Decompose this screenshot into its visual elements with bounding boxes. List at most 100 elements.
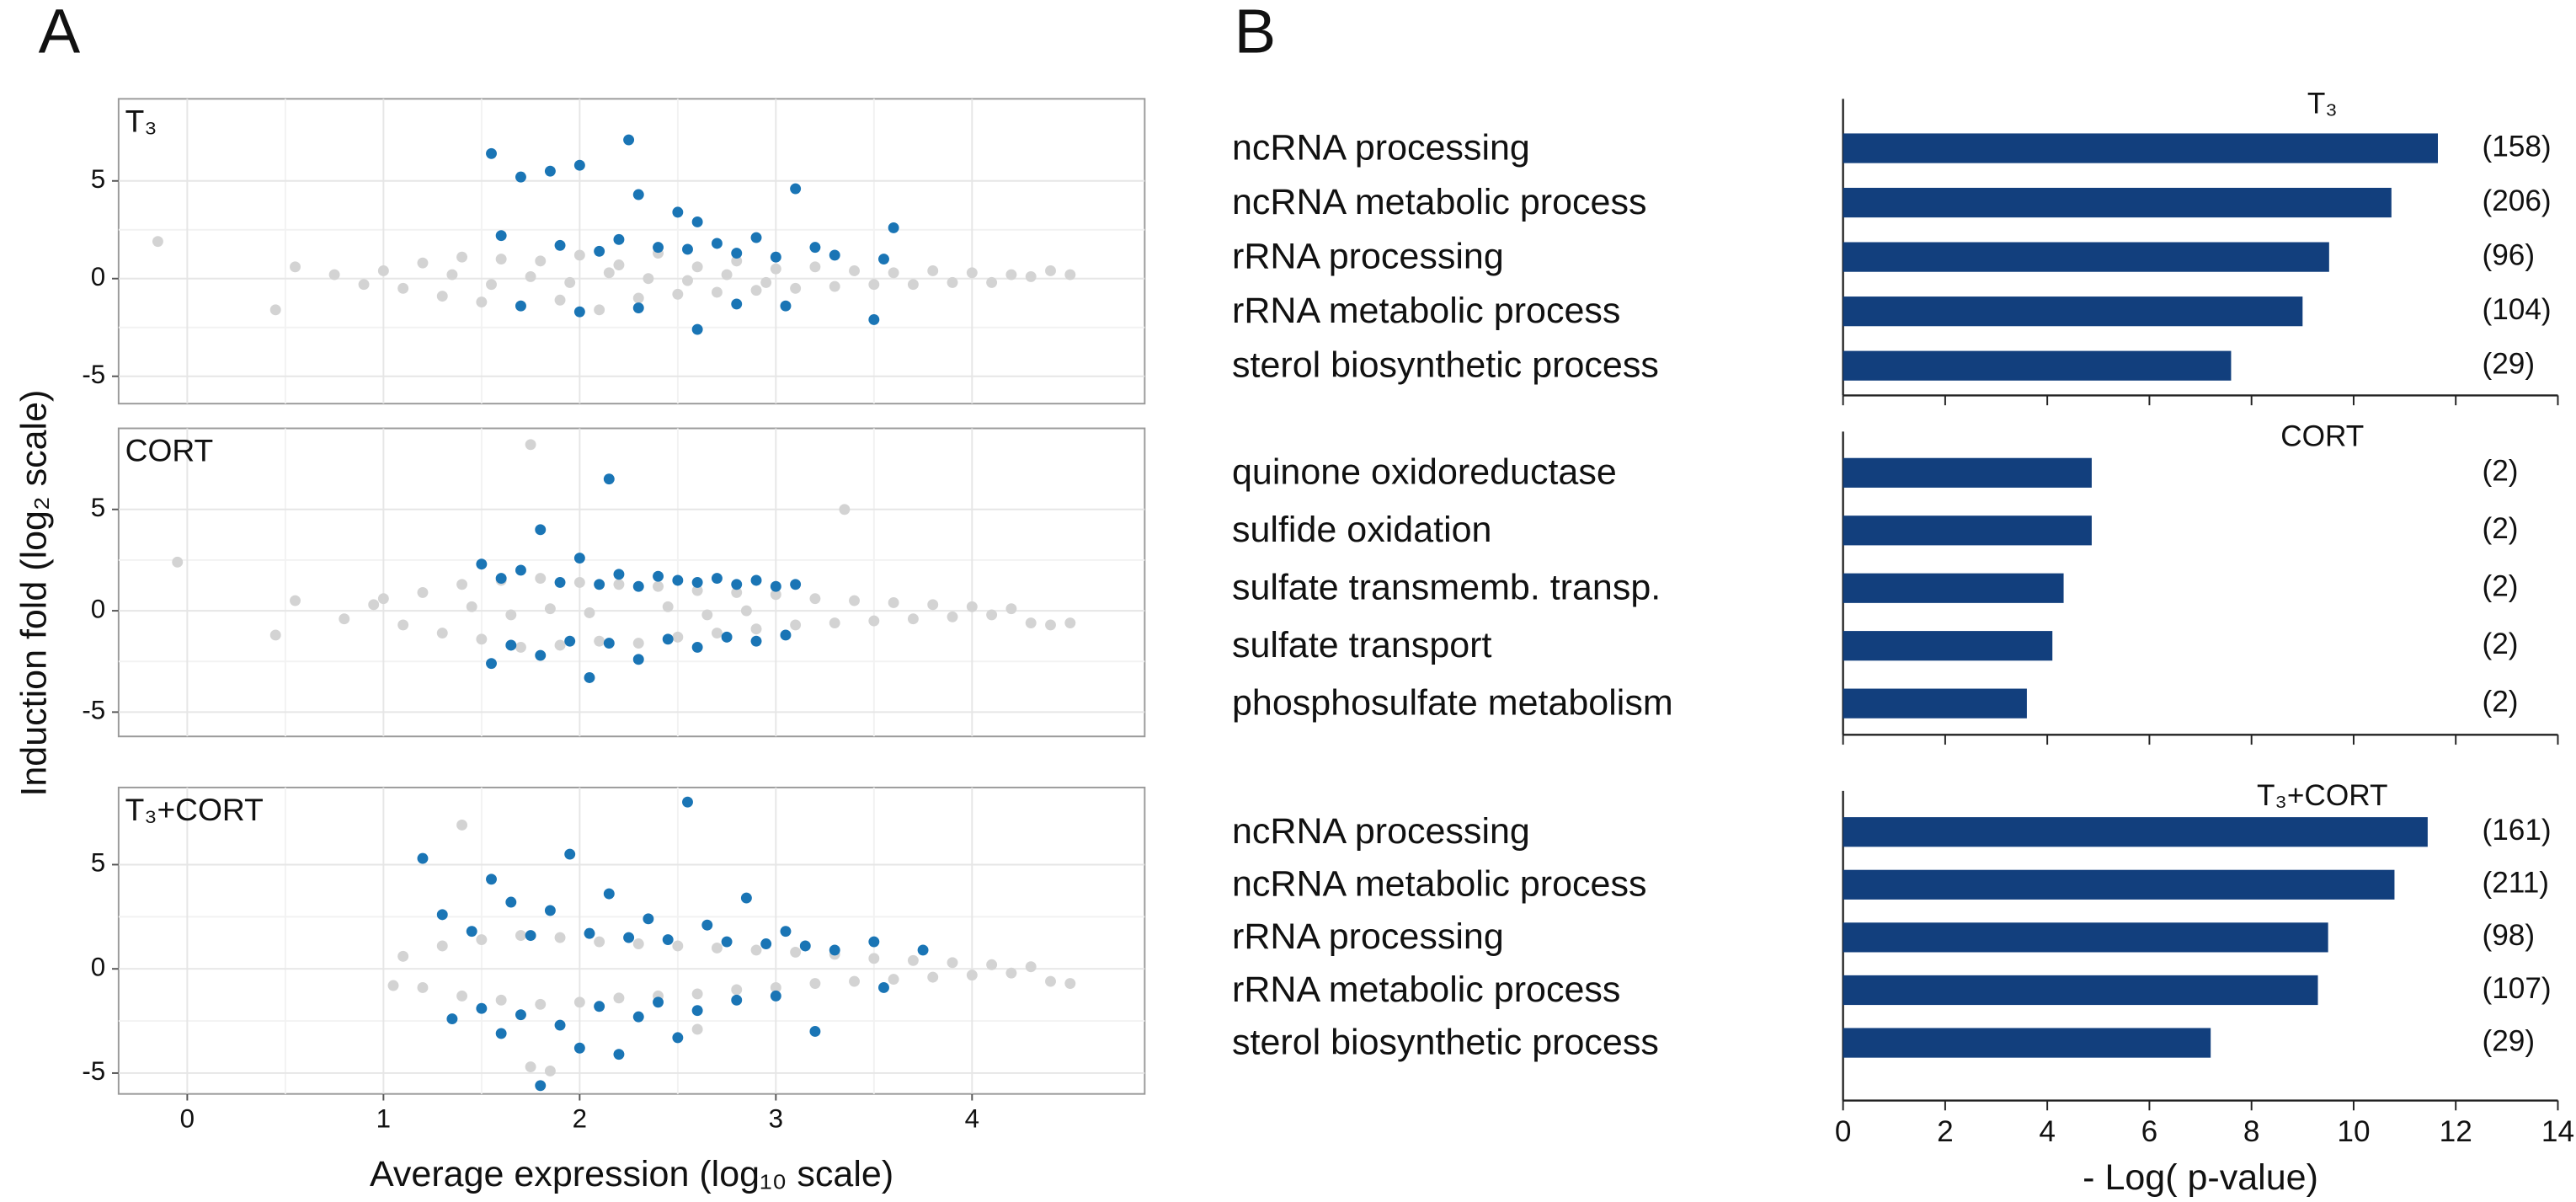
point — [1064, 269, 1076, 280]
point — [966, 601, 978, 612]
panel-title: T₃+CORT — [125, 792, 264, 827]
point — [888, 222, 899, 233]
point — [1025, 617, 1037, 628]
point — [525, 930, 536, 942]
point — [770, 982, 781, 993]
category-label: rRNA metabolic process — [1232, 291, 1620, 331]
bar — [1843, 457, 2092, 488]
point — [515, 300, 526, 312]
point — [711, 628, 723, 639]
point — [653, 242, 664, 254]
x-tick-label: 14 — [2541, 1115, 2574, 1148]
point — [750, 574, 762, 586]
category-label: ncRNA processing — [1232, 811, 1530, 852]
point — [446, 1013, 458, 1025]
point — [525, 1061, 536, 1072]
point — [849, 975, 860, 987]
point — [632, 302, 644, 313]
count-label: (2) — [2483, 628, 2519, 660]
bar — [1843, 817, 2428, 847]
bar — [1843, 1028, 2211, 1058]
point — [947, 276, 958, 288]
category-label: rRNA metabolic process — [1232, 970, 1620, 1010]
point — [456, 579, 468, 590]
point — [731, 248, 743, 259]
point — [417, 982, 429, 993]
point — [613, 1049, 625, 1060]
point — [466, 601, 477, 612]
point — [1045, 265, 1056, 276]
point — [790, 619, 802, 631]
point — [760, 276, 772, 288]
point — [564, 276, 576, 288]
x-tick-label: 10 — [2337, 1115, 2370, 1148]
point — [878, 982, 889, 993]
point — [888, 597, 899, 608]
point — [573, 996, 585, 1008]
point — [486, 658, 497, 670]
point — [927, 599, 939, 611]
point — [809, 261, 821, 273]
panel-title: T₃+CORT — [2257, 779, 2387, 812]
point — [672, 574, 684, 586]
point — [966, 267, 978, 279]
point — [495, 994, 507, 1006]
point — [750, 623, 762, 635]
point — [603, 638, 615, 649]
point — [701, 919, 713, 931]
bar — [1843, 133, 2438, 163]
count-label: (107) — [2483, 972, 2552, 1005]
point — [839, 504, 851, 516]
x-axis-label: - Log( p-value) — [2083, 1157, 2318, 1198]
point — [643, 913, 654, 925]
point — [927, 265, 939, 276]
point — [672, 631, 684, 643]
point — [535, 255, 547, 267]
point — [544, 165, 556, 177]
point — [476, 934, 488, 946]
point — [387, 980, 399, 991]
point — [986, 959, 998, 970]
point — [799, 940, 811, 952]
count-label: (2) — [2483, 455, 2519, 488]
y-tick-label: 5 — [91, 493, 105, 522]
point — [594, 579, 605, 590]
point — [662, 601, 674, 612]
point — [770, 589, 781, 601]
point — [868, 953, 880, 964]
point — [544, 603, 556, 615]
point — [358, 279, 370, 291]
point — [436, 628, 448, 639]
bar — [1843, 688, 2027, 719]
point — [907, 613, 919, 625]
count-label: (96) — [2483, 238, 2536, 271]
point — [809, 978, 821, 989]
point — [377, 593, 389, 605]
point — [780, 926, 792, 938]
point — [731, 255, 743, 267]
point — [152, 236, 163, 248]
point — [868, 936, 880, 948]
point — [446, 269, 458, 280]
point — [573, 576, 585, 588]
bar — [1843, 631, 2053, 661]
point — [809, 1025, 821, 1037]
point — [907, 954, 919, 966]
point — [731, 579, 743, 590]
point — [594, 635, 605, 647]
point — [623, 134, 635, 146]
y-axis-label: Induction fold (log₂ scale) — [13, 390, 54, 797]
point — [515, 171, 526, 183]
point — [495, 573, 507, 585]
point — [486, 873, 497, 885]
point — [750, 232, 762, 243]
point — [1045, 975, 1056, 987]
y-tick-label: -5 — [82, 1056, 105, 1086]
bar — [1843, 187, 2392, 218]
category-label: sterol biosynthetic process — [1232, 345, 1659, 386]
point — [397, 619, 409, 631]
point — [731, 984, 743, 996]
y-tick-label: 5 — [91, 848, 105, 878]
panel-title: T₃ — [125, 104, 157, 139]
